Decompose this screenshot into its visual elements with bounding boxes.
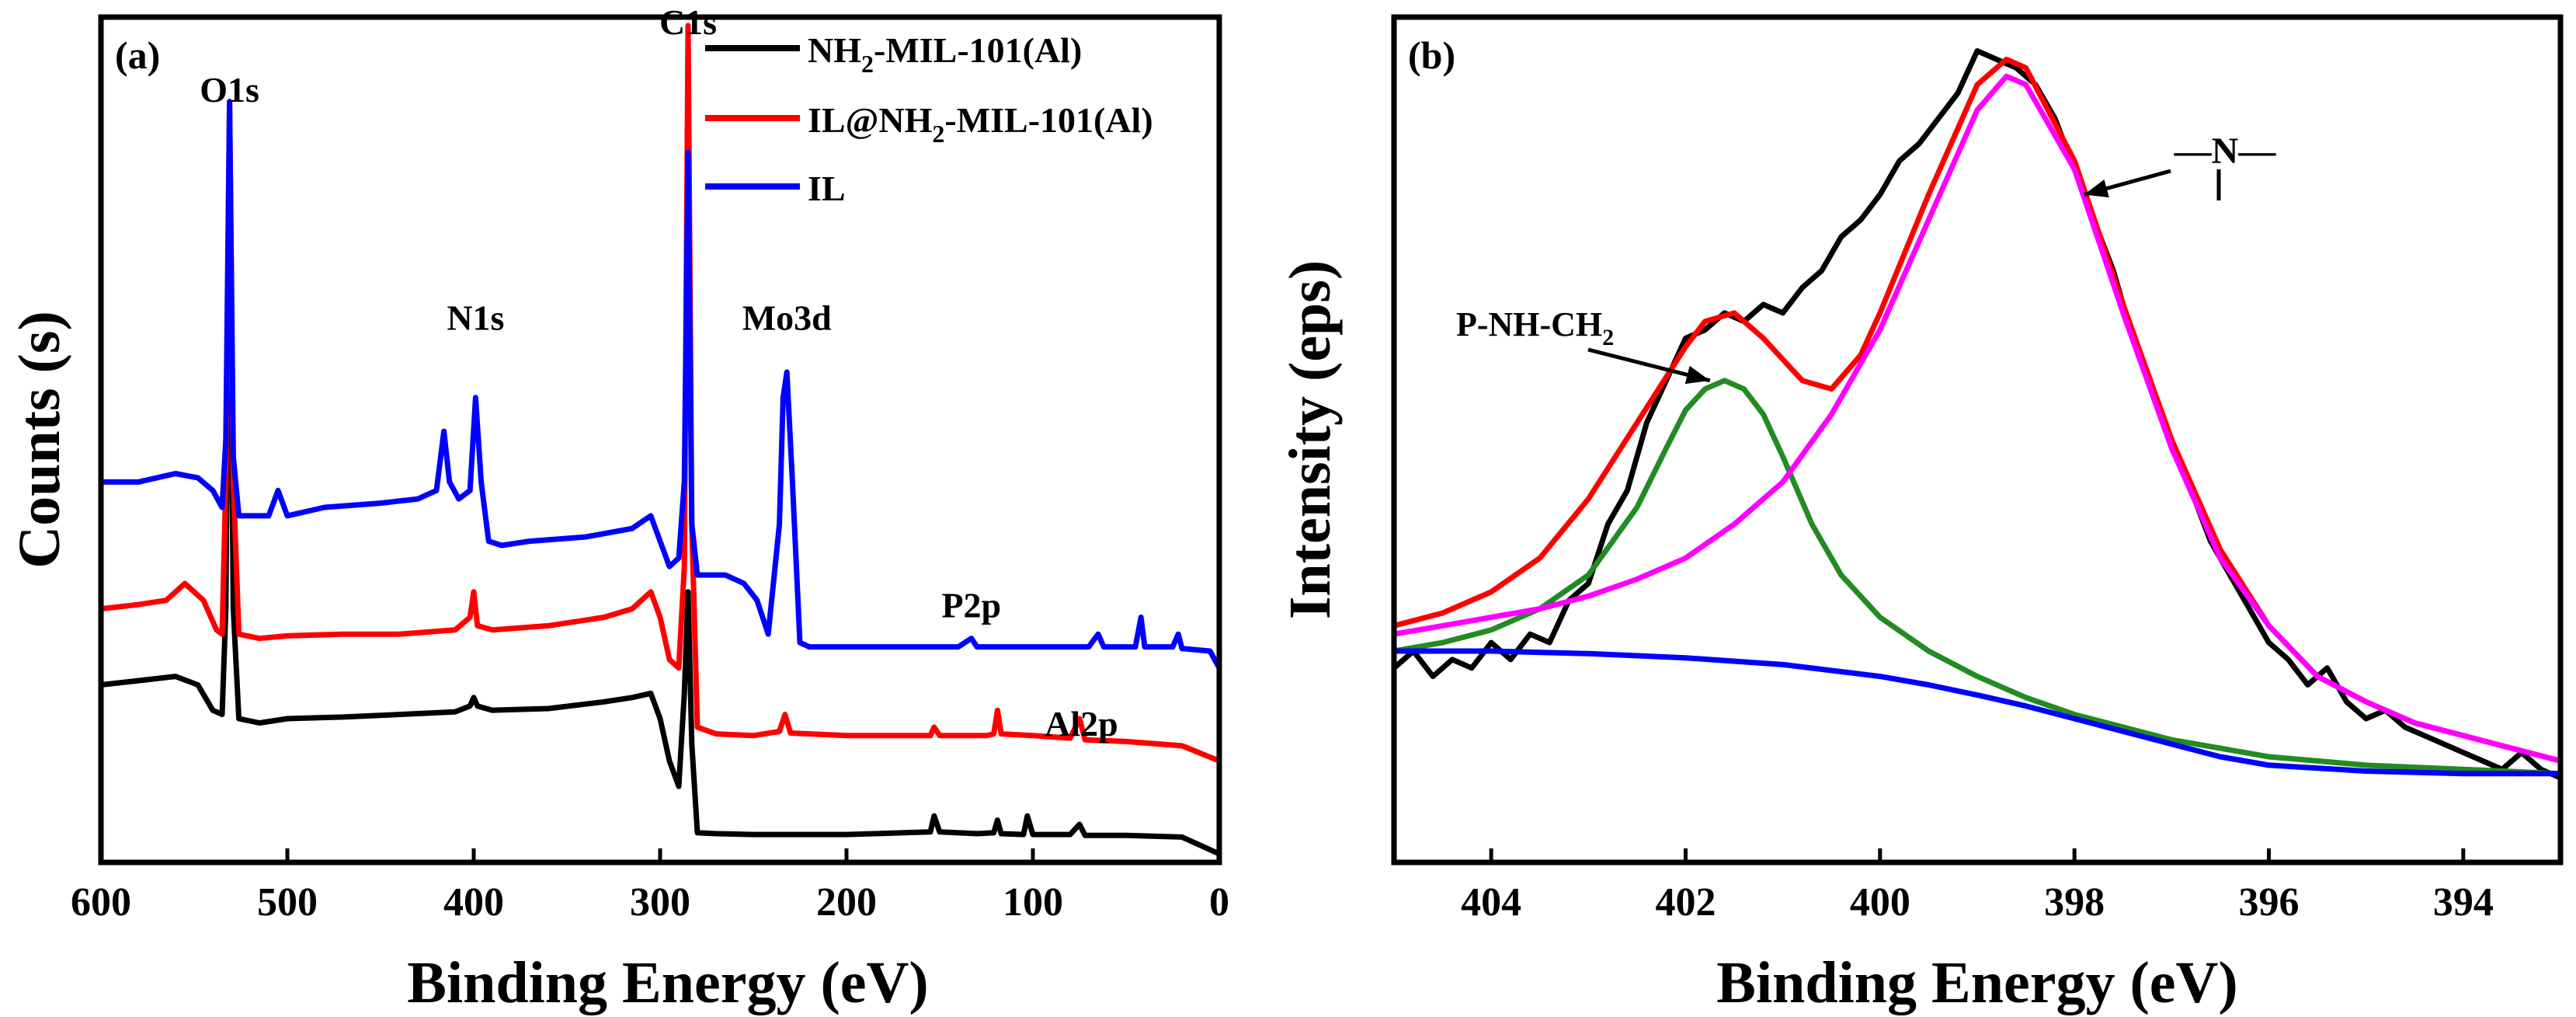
- panel-a-x-tick-label: 200: [816, 880, 877, 925]
- legend-entry-il-nh2-mil-101-tail: -MIL-101(Al): [944, 100, 1152, 140]
- legend-entry-nh2-mil-101-main: NH: [808, 30, 861, 70]
- annotation-p-nh-ch2: P-NH-CH2: [1456, 305, 1614, 350]
- panel-a-x-tick-label: 300: [630, 880, 690, 925]
- panel-b-series-p-nh-ch2: [1391, 378, 2564, 777]
- panel-b-series-raw: [1391, 48, 2564, 781]
- panel-b-x-tick-label: 394: [2433, 880, 2494, 925]
- panel-a-x-axis: 600 500 400 300 200 100 0: [71, 848, 1229, 925]
- annotation-p-nh-ch2-subscript: 2: [1602, 325, 1614, 350]
- panel-b-series-n: [1391, 73, 2564, 764]
- panel-a-x-axis-label: Binding Energy (eV): [407, 950, 928, 1015]
- panel-b-series-group: [1391, 48, 2564, 781]
- peak-label-c1s: C1s: [659, 2, 717, 42]
- panel-a-legend: NH2-MIL-101(Al) IL@NH2-MIL-101(Al) IL: [705, 30, 1153, 208]
- peak-label-mo3d: Mo3d: [742, 298, 832, 338]
- panel-b-plot-frame: [1391, 14, 2564, 865]
- panel-b-y-axis-label: Intensity (eps): [1278, 260, 1343, 619]
- panel-b-x-axis-label: Binding Energy (eV): [1716, 950, 2237, 1015]
- panel-a-series-group: [98, 23, 1222, 857]
- annotation-arrow-tertiary-n: [2084, 169, 2171, 198]
- peak-label-p2p: P2p: [941, 585, 1001, 625]
- panel-a-series-il: [98, 99, 1222, 671]
- panel-a-x-tick-label: 100: [1003, 880, 1063, 925]
- panel-a-y-axis-label: Counts (s): [7, 311, 72, 569]
- panel-b-x-tick-label: 398: [2044, 880, 2105, 925]
- panel-b-x-tick-label: 404: [1461, 880, 1521, 925]
- annotation-arrow-tertiary-n-head: [2084, 179, 2109, 198]
- panel-a-x-tick-label: 500: [257, 880, 318, 925]
- panel-b-x-tick-label: 396: [2239, 880, 2300, 925]
- annotation-tertiary-n: —N—: [2174, 131, 2277, 172]
- panel-b-label: (b): [1408, 33, 1455, 77]
- panel-a-survey-spectrum: 600 500 400 300 200 100 0 (a) Binding Energy (…: [7, 2, 1229, 1015]
- legend-entry-nh2-mil-101: NH2-MIL-101(Al): [808, 30, 1082, 78]
- annotation-arrow-p-nh-ch2-head: [1684, 365, 1710, 385]
- legend-entry-il-main: IL: [808, 169, 846, 208]
- annotation-p-nh-ch2-main: P-NH-CH: [1456, 305, 1602, 343]
- peak-label-al2p: Al2p: [1045, 704, 1118, 744]
- panel-a-peak-labels: O1s N1s C1s Mo3d P2p Al2p: [200, 2, 1118, 744]
- legend-entry-il: IL: [808, 169, 846, 208]
- panel-b-x-tick-label: 400: [1850, 880, 1910, 925]
- panel-b-n1s-spectrum: 404 402 400 398 396 394 (b) Binding Energy (e…: [1278, 14, 2564, 1015]
- panel-a-x-tick-label: 600: [71, 880, 131, 925]
- panel-b-x-axis: 404 402 400 398 396 394: [1461, 848, 2494, 925]
- panel-a-label: (a): [115, 33, 160, 77]
- legend-entry-nh2-mil-101-tail: -MIL-101(Al): [874, 30, 1082, 70]
- panel-b-annotations: P-NH-CH2 —N—: [1456, 131, 2277, 385]
- legend-entry-il-nh2-mil-101-subscript: 2: [932, 120, 944, 148]
- panel-a-x-tick-label: 400: [443, 880, 504, 925]
- peak-label-n1s: N1s: [447, 298, 504, 338]
- panel-a-series-nh2-mil-101-al: [98, 166, 1222, 857]
- annotation-arrow-p-nh-ch2: [1587, 347, 1711, 385]
- legend-entry-il-nh2-mil-101: IL@NH2-MIL-101(Al): [808, 100, 1153, 148]
- panel-b-series-background: [1391, 648, 2564, 777]
- panel-a-x-tick-label: 0: [1209, 880, 1229, 925]
- legend-entry-il-nh2-mil-101-main: IL@NH: [808, 100, 933, 140]
- peak-label-o1s: O1s: [200, 70, 259, 110]
- panel-b-x-tick-label: 402: [1656, 880, 1716, 925]
- legend-entry-nh2-mil-101-subscript: 2: [861, 50, 874, 78]
